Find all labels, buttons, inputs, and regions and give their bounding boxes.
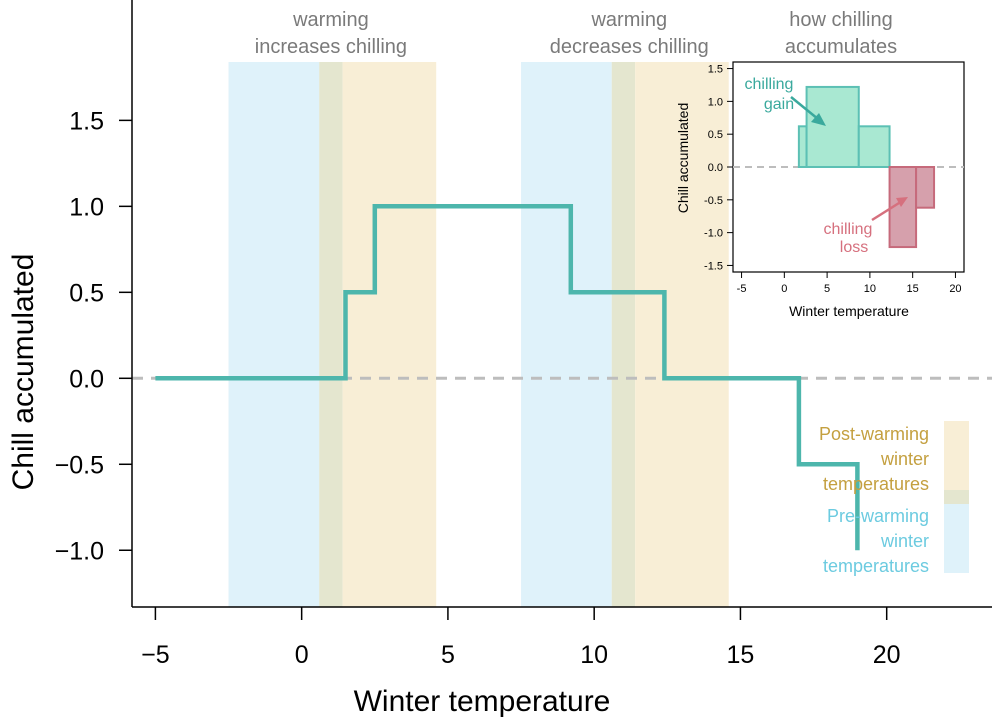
inset-chart: how chilling accumulates chilling gain chil…	[675, 9, 965, 319]
y-tick-label-1: −1.0	[55, 537, 104, 565]
legend-entry-1-line-2: temperatures	[823, 556, 929, 576]
inset-x-axis-label: Winter temperature	[789, 303, 909, 319]
x-tick-label-15: 15	[727, 641, 755, 669]
region-label-1-line-0: warming	[590, 9, 667, 31]
main-axes: −5 0 5 10 15 20 −1.0 −0.5 0.0 0.5 1.0 1.5	[55, 0, 992, 669]
annotation-loss-line-1: loss	[840, 239, 868, 256]
region-labels: warming increases chilling warming decrease…	[255, 9, 709, 58]
inset-title: how chilling accumulates	[785, 9, 897, 58]
inset-y-tick-label-0: 0.0	[708, 162, 723, 174]
inset-x-tick-label-20: 20	[949, 283, 961, 295]
inset-x-tick-label-5: -5	[737, 283, 747, 295]
legend-swatch-pre	[944, 504, 969, 573]
y-tick-label-1-5: 1.5	[69, 107, 104, 135]
band-pre-3	[521, 62, 612, 607]
inset-bar-gain-1	[805, 85, 860, 168]
x-tick-label-10: 10	[580, 641, 608, 669]
inset-y-tick-label-1-5: -1.5	[704, 260, 723, 272]
chill-line-series	[155, 204, 860, 551]
legend-entry-0-line-0: Post-warming	[819, 424, 929, 444]
legend-entry-1-line-0: Pre-warming	[827, 506, 929, 526]
inset-y-tick-label-1: 1.0	[708, 96, 723, 108]
region-label-1-line-1: decreases chilling	[550, 36, 709, 58]
annotation-loss-line-0: chilling	[824, 221, 873, 238]
region-label-0-line-0: warming	[292, 9, 369, 31]
annotation-gain-arrowhead	[811, 113, 826, 126]
inset-axes: -5 0 5 10 15 20 -1.5 -1.0 -0.5 0.0 0.5 1.0 1.5	[704, 64, 962, 295]
annotation-gain-line-0: chilling	[745, 76, 794, 93]
inset-bars	[797, 85, 936, 249]
legend-entry-0-line-2: temperatures	[823, 474, 929, 494]
annotation-loss-arrow-shaft	[871, 201, 900, 222]
annotation-loss-arrowhead	[896, 197, 908, 207]
y-axis-label: Chill accumulated	[7, 254, 40, 491]
inset-y-tick-label-1: -1.0	[704, 228, 723, 240]
band-overlap-1	[319, 62, 343, 607]
inset-x-tick-label-10: 10	[864, 283, 876, 295]
inset-y-tick-label-0-5: 0.5	[708, 129, 723, 141]
legend-swatch-post	[944, 421, 969, 490]
band-post-2	[342, 62, 437, 607]
legend-entry-1-line-1: winter	[880, 531, 929, 551]
inset-x-tick-label-0: 0	[781, 283, 787, 295]
legend-entry-0-line-1: winter	[880, 449, 929, 469]
inset-y-tick-label-1-5: 1.5	[708, 64, 723, 76]
inset-title-line-1: accumulates	[785, 36, 897, 58]
x-tick-label-5: −5	[141, 641, 170, 669]
main-chart: warming increases chilling warming decrease…	[7, 0, 992, 718]
y-tick-label-1: 1.0	[69, 193, 104, 221]
y-tick-label-0-5: 0.5	[69, 279, 104, 307]
annotation-gain-arrow-shaft	[790, 96, 819, 120]
inset-x-tick-label-5: 5	[824, 283, 830, 295]
band-pre-0	[228, 62, 320, 607]
legend: Post-warming winter temperatures Pre-warmin…	[819, 421, 969, 576]
x-tick-label-5: 5	[441, 641, 455, 669]
y-tick-label-0-5: −0.5	[55, 451, 104, 479]
band-overlap-4	[611, 62, 636, 607]
x-tick-label-0: 0	[295, 641, 309, 669]
inset-y-tick-label-0-5: -0.5	[704, 195, 723, 207]
inset-x-tick-label-15: 15	[907, 283, 919, 295]
legend-swatch-overlap	[944, 490, 969, 504]
inset-bar-loss-4	[915, 166, 936, 209]
inset-bar-gain-2	[857, 125, 891, 168]
x-axis-label: Winter temperature	[354, 685, 611, 718]
region-label-0-line-1: increases chilling	[255, 36, 407, 58]
inset-title-line-0: how chilling	[789, 9, 892, 31]
inset-y-axis-label: Chill accumulated	[675, 103, 691, 214]
band-post-5	[635, 62, 729, 607]
inset-bar-gain-0	[797, 125, 808, 168]
x-tick-label-20: 20	[873, 641, 901, 669]
temperature-bands	[228, 62, 729, 607]
y-tick-label-0: 0.0	[69, 365, 104, 393]
annotation-gain-line-1: gain	[764, 96, 794, 113]
